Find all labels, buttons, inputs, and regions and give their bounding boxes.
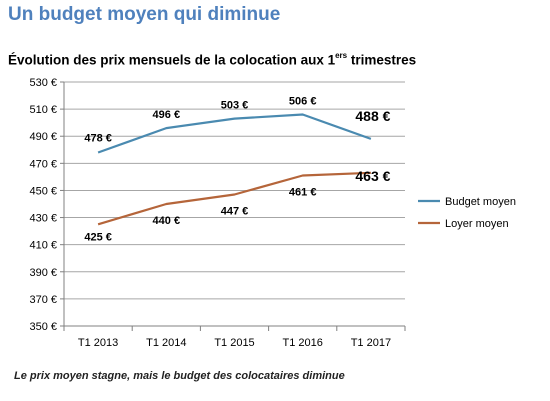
x-tick-label: T1 2017	[351, 337, 391, 349]
data-label: 440 €	[153, 215, 181, 227]
data-label: 506 €	[289, 96, 317, 108]
y-tick-label: 470 €	[29, 158, 57, 170]
y-tick-label: 510 €	[29, 104, 57, 116]
data-label: 447 €	[221, 206, 249, 218]
data-label: 488 €	[355, 108, 390, 124]
y-tick-label: 370 €	[29, 294, 57, 306]
series-line-budget-moyen	[97, 113, 372, 154]
data-label: 425 €	[84, 231, 112, 243]
page-headline: Un budget moyen qui diminue	[8, 4, 281, 25]
series-line-loyer-moyen	[97, 171, 371, 226]
x-tick-label: T1 2013	[78, 337, 118, 349]
chart-caption: Le prix moyen stagne, mais le budget des…	[14, 370, 345, 382]
y-tick-label: 430 €	[29, 213, 57, 225]
chart-title: Évolution des prix mensuels de la coloca…	[8, 51, 417, 68]
chart-title-text: Évolution des prix mensuels de la coloca…	[8, 52, 336, 68]
data-label: 478 €	[84, 132, 112, 144]
data-label: 503 €	[221, 100, 249, 112]
x-tick-label: T1 2016	[283, 337, 323, 349]
y-tick-label: 450 €	[29, 185, 57, 197]
legend-label: Loyer moyen	[445, 218, 509, 230]
data-labels: 478 € 496 € 503 € 506 € 488 € 425 € 440 € 447 €…	[84, 96, 390, 244]
legend: Budget moyen Loyer moyen	[418, 196, 516, 230]
data-label: 463 €	[355, 168, 390, 184]
y-tick-label: 410 €	[29, 240, 57, 252]
chart-title-end: trimestres	[347, 52, 417, 68]
y-tick-label: 530 €	[29, 77, 57, 89]
x-tick-label: T1 2015	[214, 337, 254, 349]
y-tick-label: 350 €	[29, 321, 57, 333]
y-tick-label: 490 €	[29, 131, 57, 143]
chart-title-superscript: ers	[335, 51, 348, 60]
axes: 350 € 370 € 390 € 410 € 430 € 450 € 470 € 490 €…	[29, 77, 406, 349]
data-label: 496 €	[153, 109, 181, 121]
x-tick-label: T1 2014	[146, 337, 186, 349]
legend-label: Budget moyen	[445, 196, 516, 208]
series-lines	[97, 113, 372, 226]
y-tick-label: 390 €	[29, 267, 57, 279]
data-label: 461 €	[289, 187, 317, 199]
